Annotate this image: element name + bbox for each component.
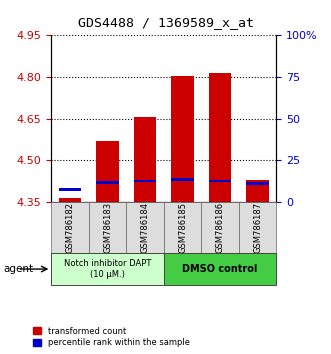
Bar	[51, 253, 164, 285]
Bar	[89, 202, 126, 253]
Text: GSM786187: GSM786187	[253, 202, 262, 253]
Bar	[96, 181, 119, 184]
Bar	[171, 178, 194, 181]
Legend: transformed count, percentile rank within the sample: transformed count, percentile rank withi…	[30, 323, 193, 350]
Bar	[201, 202, 239, 253]
Bar	[171, 76, 194, 202]
Text: GSM786183: GSM786183	[103, 202, 112, 253]
Bar	[96, 141, 119, 202]
Text: Notch inhibitor DAPT
(10 μM.): Notch inhibitor DAPT (10 μM.)	[64, 259, 151, 279]
Bar	[209, 179, 231, 182]
Text: DMSO control: DMSO control	[182, 264, 258, 274]
Bar	[59, 188, 81, 191]
Text: GDS4488 / 1369589_x_at: GDS4488 / 1369589_x_at	[77, 16, 254, 29]
Bar	[209, 73, 231, 202]
Bar	[51, 202, 89, 253]
Bar	[246, 179, 269, 202]
Text: GSM786186: GSM786186	[215, 202, 225, 253]
Text: GSM786184: GSM786184	[141, 202, 150, 253]
Text: GSM786185: GSM786185	[178, 202, 187, 253]
Bar	[239, 202, 276, 253]
Bar	[246, 182, 269, 185]
Bar	[134, 117, 156, 202]
Text: GSM786182: GSM786182	[66, 202, 74, 253]
Bar	[59, 198, 81, 202]
Bar	[134, 179, 156, 182]
Bar	[164, 253, 276, 285]
Bar	[126, 202, 164, 253]
Bar	[164, 202, 201, 253]
Text: agent: agent	[3, 264, 33, 274]
